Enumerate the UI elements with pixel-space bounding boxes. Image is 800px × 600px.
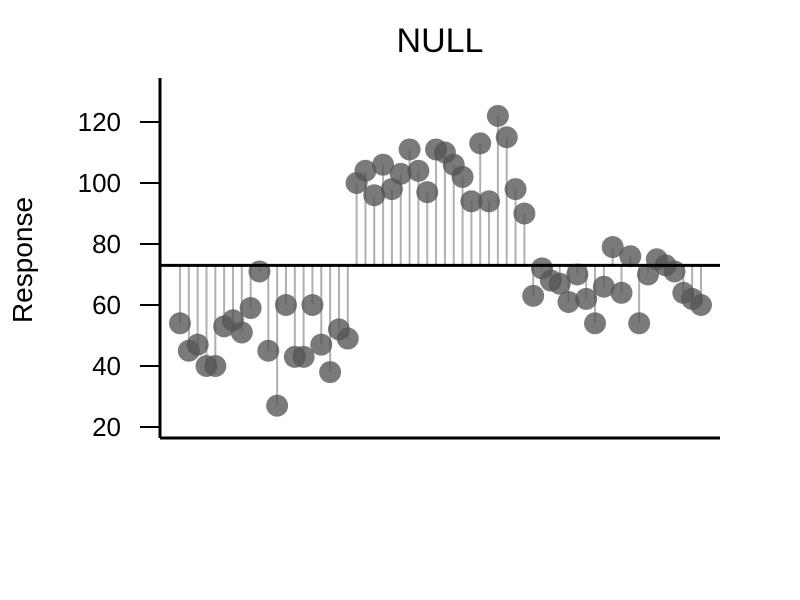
data-point xyxy=(372,153,395,176)
data-point xyxy=(301,294,324,316)
data-point xyxy=(451,165,474,188)
data-point xyxy=(460,190,483,213)
data-point xyxy=(248,260,271,283)
axes-group: 20 40 60 80 100 120 xyxy=(78,78,720,442)
data-point xyxy=(575,287,598,310)
data-point xyxy=(566,263,589,286)
data-point xyxy=(363,184,386,207)
data-point xyxy=(389,162,412,185)
y-axis-label: Response xyxy=(7,197,38,323)
data-point xyxy=(557,290,580,313)
data-point xyxy=(601,236,624,259)
data-point xyxy=(486,104,509,127)
y-tick-label: 40 xyxy=(92,351,121,381)
data-point xyxy=(204,355,227,377)
data-point xyxy=(230,321,253,344)
data-point xyxy=(663,260,686,283)
data-point xyxy=(610,281,633,304)
data-point xyxy=(169,312,191,335)
data-point xyxy=(478,190,501,213)
data-point xyxy=(619,245,642,268)
y-tick-label: 80 xyxy=(92,229,121,259)
data-point xyxy=(266,394,289,417)
data-point xyxy=(186,333,209,356)
data-point xyxy=(592,275,615,298)
data-point xyxy=(548,272,571,295)
data-point xyxy=(319,361,342,384)
data-point xyxy=(495,126,518,149)
data-point xyxy=(522,284,545,307)
data-point xyxy=(689,294,712,316)
y-tick-label: 20 xyxy=(92,412,121,442)
y-tick-label: 60 xyxy=(92,290,121,320)
data-point xyxy=(354,159,377,182)
data-point xyxy=(584,312,607,335)
data-point xyxy=(336,327,359,350)
data-point xyxy=(416,181,439,204)
data-point xyxy=(504,178,527,201)
data-point xyxy=(407,159,430,182)
data-point xyxy=(310,333,333,356)
data-point xyxy=(398,138,421,161)
data-point xyxy=(274,294,297,316)
data-point xyxy=(513,202,536,225)
data-point xyxy=(628,312,651,335)
chart-title: NULL xyxy=(397,22,484,60)
points-group xyxy=(169,104,712,417)
y-tick-label: 120 xyxy=(78,107,121,137)
data-point xyxy=(292,345,315,368)
data-point xyxy=(257,339,280,362)
stems-group xyxy=(179,115,702,406)
data-point xyxy=(239,297,262,320)
y-tick-label: 100 xyxy=(78,168,121,198)
data-point xyxy=(469,132,492,155)
